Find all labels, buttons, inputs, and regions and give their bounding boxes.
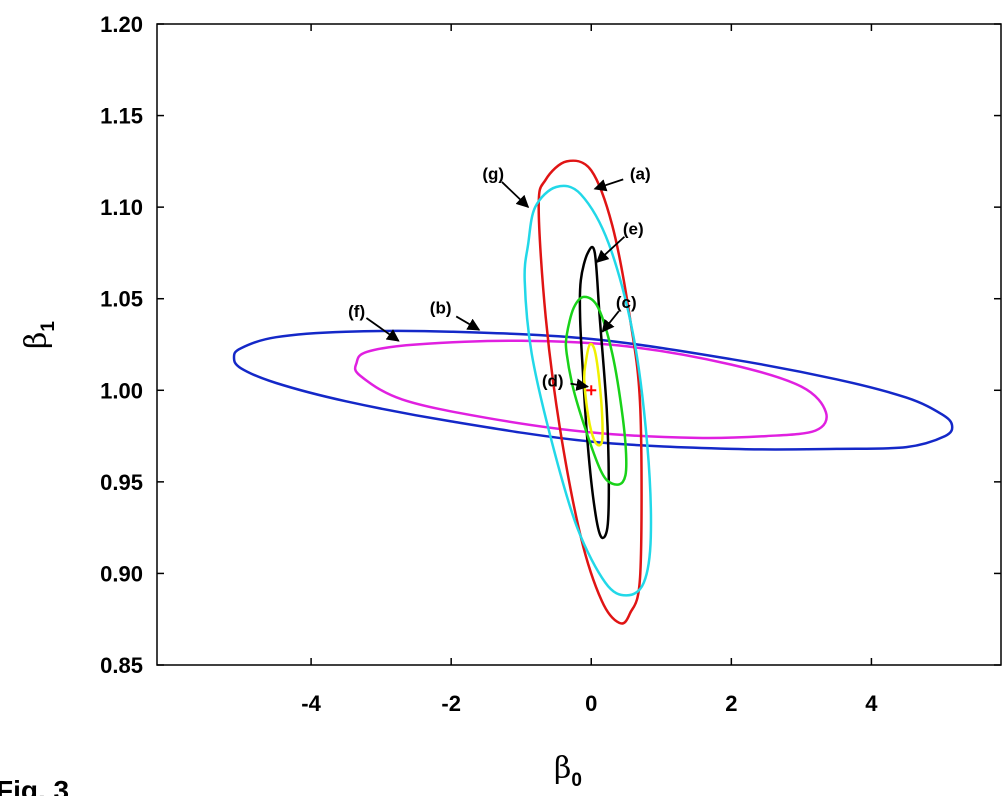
y-tick-label: 1.00 bbox=[100, 378, 143, 403]
x-tick-label: 4 bbox=[865, 691, 878, 716]
plot-frame bbox=[156, 23, 1002, 666]
annotation-label: (g) bbox=[482, 165, 504, 184]
y-tick-label: 1.20 bbox=[100, 12, 143, 37]
annotation-label: (e) bbox=[623, 220, 644, 239]
confidence-contour bbox=[523, 184, 653, 597]
confidence-contour bbox=[353, 339, 828, 440]
annotation-arrow bbox=[570, 378, 589, 391]
annotation-arrow bbox=[595, 236, 626, 263]
series-layer bbox=[232, 159, 954, 625]
y-tick-label: 0.90 bbox=[100, 561, 143, 586]
confidence-contour bbox=[232, 329, 954, 451]
annotation-layer: (a) (b) (c) (d) (e) (f) (g) bbox=[348, 165, 651, 391]
annotation-label: (c) bbox=[616, 293, 637, 312]
annotation-arrow bbox=[601, 310, 620, 333]
annotation-arrow bbox=[501, 181, 530, 209]
x-axis-ticks: -4 -2 0 2 4 bbox=[301, 24, 878, 716]
x-tick-label: 2 bbox=[725, 691, 737, 716]
confidence-contour bbox=[578, 245, 611, 540]
y-tick-label: 1.05 bbox=[100, 287, 143, 312]
confidence-contour bbox=[537, 159, 643, 625]
y-tick-label: 1.10 bbox=[100, 195, 143, 220]
x-axis-title: β0 bbox=[554, 751, 582, 791]
confidence-contour bbox=[564, 295, 628, 486]
y-tick-label: 0.85 bbox=[100, 653, 143, 678]
annotation-label: (b) bbox=[430, 298, 452, 317]
y-axis-title: β1 bbox=[19, 321, 59, 349]
y-tick-label: 0.95 bbox=[100, 470, 143, 495]
x-tick-label: -4 bbox=[301, 691, 321, 716]
annotation-label: (f) bbox=[348, 302, 365, 321]
center-point-marker bbox=[586, 385, 597, 396]
y-tick-label: 1.15 bbox=[100, 104, 143, 129]
x-tick-label: -2 bbox=[441, 691, 461, 716]
confidence-contour bbox=[582, 342, 604, 447]
y-axis-ticks: 0.85 0.90 0.95 1.00 1.05 1.10 1.15 1.20 bbox=[100, 12, 1001, 678]
annotation-label: (d) bbox=[542, 372, 564, 391]
annotation-arrow bbox=[593, 178, 624, 192]
annotation-arrow bbox=[455, 315, 481, 331]
annotation-arrow bbox=[365, 317, 400, 342]
figure-label: Fig. 3 bbox=[0, 775, 69, 796]
x-tick-label: 0 bbox=[585, 691, 597, 716]
annotation-label: (a) bbox=[630, 165, 651, 184]
center-marker-layer bbox=[586, 385, 597, 396]
